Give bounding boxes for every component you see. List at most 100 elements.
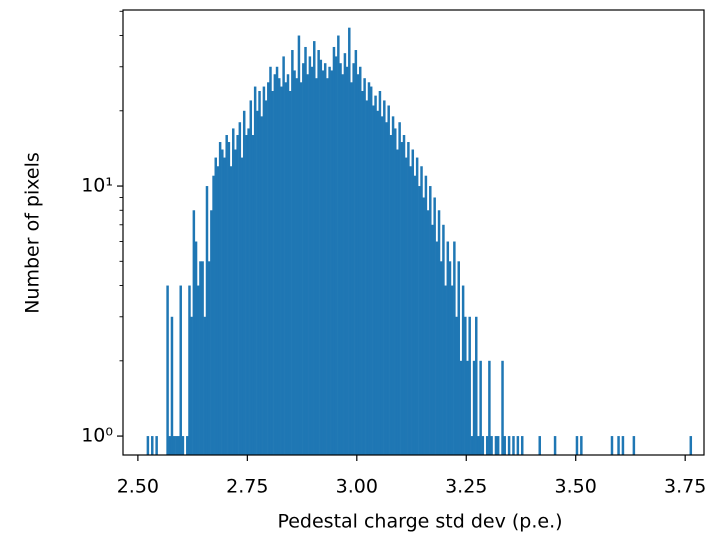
bar	[284, 82, 288, 455]
bar	[418, 186, 421, 456]
bar	[328, 66, 331, 456]
bar	[337, 35, 340, 456]
bar	[553, 436, 557, 455]
bar	[225, 135, 228, 456]
bar	[210, 210, 213, 455]
bar	[464, 316, 467, 455]
bar	[380, 116, 384, 455]
bar	[453, 241, 456, 455]
bar	[229, 166, 233, 456]
bar	[168, 436, 172, 455]
bar	[190, 316, 193, 455]
bar	[477, 436, 480, 455]
bar	[273, 74, 277, 455]
bar	[459, 360, 463, 455]
bar	[234, 149, 237, 455]
bar	[481, 436, 485, 455]
bar	[205, 186, 209, 456]
bar	[446, 241, 450, 455]
bar	[319, 59, 323, 456]
bar	[177, 436, 180, 455]
bar	[302, 63, 305, 456]
bar	[201, 261, 204, 455]
bar	[315, 78, 318, 455]
bar	[479, 360, 482, 455]
bar	[221, 149, 224, 455]
bar	[488, 360, 491, 455]
bar	[203, 316, 207, 455]
bar	[442, 224, 445, 455]
x-tick-label: 3.50	[555, 476, 597, 498]
bar	[426, 210, 430, 455]
bar	[256, 110, 259, 456]
bar	[321, 70, 325, 455]
bar	[332, 46, 336, 455]
bar	[621, 436, 625, 455]
bar	[306, 74, 309, 455]
bar	[404, 157, 408, 455]
bar	[310, 66, 314, 456]
bar	[365, 100, 369, 455]
y-tick-label: 10⁰	[81, 425, 113, 447]
bar	[186, 436, 189, 455]
bar	[343, 53, 347, 456]
bar	[503, 436, 506, 455]
axes-frame	[122, 9, 705, 456]
y-tick-label: 10¹	[81, 175, 113, 197]
bar	[369, 86, 373, 455]
bar	[288, 90, 292, 456]
bar	[496, 436, 500, 455]
bar	[247, 128, 250, 455]
bar	[516, 436, 520, 455]
bar	[389, 135, 393, 456]
bar	[610, 436, 614, 455]
bar	[466, 360, 469, 455]
x-tick-label: 2.75	[226, 476, 268, 498]
bar	[437, 210, 441, 455]
bar	[689, 436, 693, 455]
bar	[216, 166, 220, 456]
bar	[420, 166, 423, 456]
bar	[339, 63, 342, 456]
bar	[172, 436, 176, 455]
bar	[313, 41, 316, 455]
bar	[348, 27, 351, 456]
bar	[433, 197, 436, 455]
x-tick-label: 3.00	[336, 476, 378, 498]
bar	[461, 285, 465, 455]
bar	[146, 436, 150, 455]
bar	[439, 261, 443, 455]
bar	[363, 78, 366, 455]
bar	[175, 436, 178, 455]
bar	[207, 261, 211, 455]
bar	[448, 261, 452, 455]
bar	[538, 436, 541, 455]
bar	[617, 436, 620, 455]
bar	[212, 175, 215, 455]
y-axis-label: Number of pixels	[22, 152, 44, 314]
bar	[317, 50, 320, 456]
bar	[422, 197, 425, 455]
bar	[450, 285, 454, 455]
bar	[507, 436, 511, 455]
bar	[468, 316, 471, 455]
bar	[435, 241, 439, 455]
bar	[262, 86, 266, 455]
bar	[580, 436, 583, 455]
bar	[297, 35, 301, 456]
bar	[490, 436, 493, 455]
bar	[326, 78, 329, 455]
bar	[367, 82, 371, 455]
bar	[354, 50, 358, 456]
bar	[431, 224, 434, 455]
bar	[295, 78, 298, 455]
bar	[251, 135, 255, 456]
bar	[280, 86, 283, 455]
bar	[181, 436, 185, 455]
bar	[308, 56, 312, 455]
bar	[151, 436, 154, 455]
bar	[411, 149, 415, 455]
bar	[253, 86, 257, 455]
bar	[238, 122, 242, 455]
bar	[166, 285, 169, 455]
